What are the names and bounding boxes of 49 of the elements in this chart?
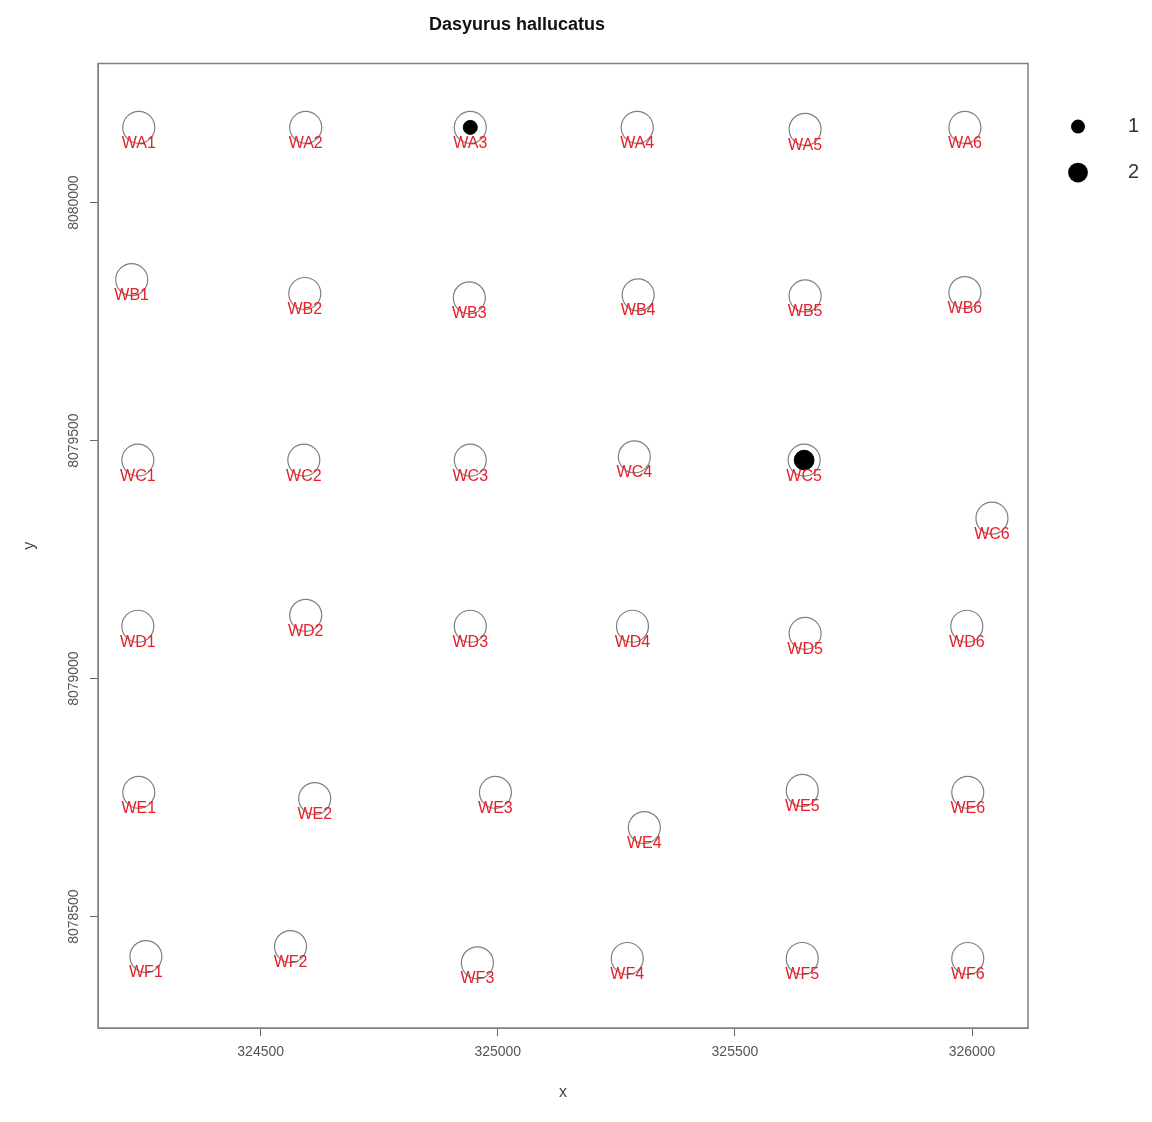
data-label: WA2 (288, 133, 323, 151)
data-label: WF4 (610, 964, 645, 982)
x-tick-label: 324500 (237, 1043, 285, 1060)
data-label: WB5 (787, 302, 823, 320)
y-tick-label: 8078500 (64, 889, 81, 944)
data-label: WF2 (273, 953, 308, 971)
x-tick-label: 326000 (948, 1043, 996, 1060)
data-label: WE1 (121, 798, 157, 816)
data-label: WF6 (950, 964, 985, 982)
data-label: WC2 (286, 466, 322, 484)
chart-title: Dasyurus hallucatus (428, 13, 606, 34)
data-label: WE6 (950, 798, 986, 816)
data-label: WA6 (947, 133, 983, 151)
data-label: WC4 (616, 463, 653, 481)
data-label: WE3 (478, 798, 513, 816)
y-tick-label: 8079000 (64, 651, 81, 706)
data-label: WB3 (452, 304, 487, 322)
x-axis-title: x (559, 1082, 567, 1100)
data-label: WC1 (120, 466, 156, 484)
data-label: WC6 (974, 524, 1010, 542)
data-label: WF5 (785, 964, 820, 982)
data-label: WF1 (129, 963, 163, 980)
data-label: WD2 (287, 621, 324, 639)
data-label: WE2 (297, 804, 333, 822)
data-label: WA4 (620, 133, 655, 151)
legend-label: 2 (1128, 160, 1140, 183)
data-label: WD4 (614, 632, 651, 650)
data-label: WD3 (452, 632, 489, 650)
data-label: WA5 (788, 135, 823, 153)
data-label: WC5 (786, 466, 823, 484)
y-tick-label: 8080000 (64, 175, 81, 230)
data-label: WE4 (627, 834, 662, 852)
data-label: WD5 (787, 639, 823, 657)
data-label: WB1 (114, 286, 150, 304)
y-tick-label: 8079500 (64, 413, 81, 468)
y-axis-title: y (20, 541, 38, 550)
data-label: WB6 (947, 298, 983, 316)
data-label: WA3 (453, 133, 488, 151)
data-label: WC3 (452, 466, 489, 484)
legend-label: 1 (1128, 114, 1140, 137)
data-label: WB4 (620, 301, 656, 319)
data-label: WB2 (287, 299, 323, 317)
data-label: WA1 (121, 133, 156, 151)
data-label: WF3 (460, 969, 495, 987)
data-label: WD6 (949, 632, 985, 650)
data-label: WD1 (120, 632, 156, 650)
x-tick-label: 325500 (711, 1043, 759, 1060)
x-tick-label: 325000 (474, 1043, 522, 1060)
data-label: WE5 (784, 796, 820, 814)
